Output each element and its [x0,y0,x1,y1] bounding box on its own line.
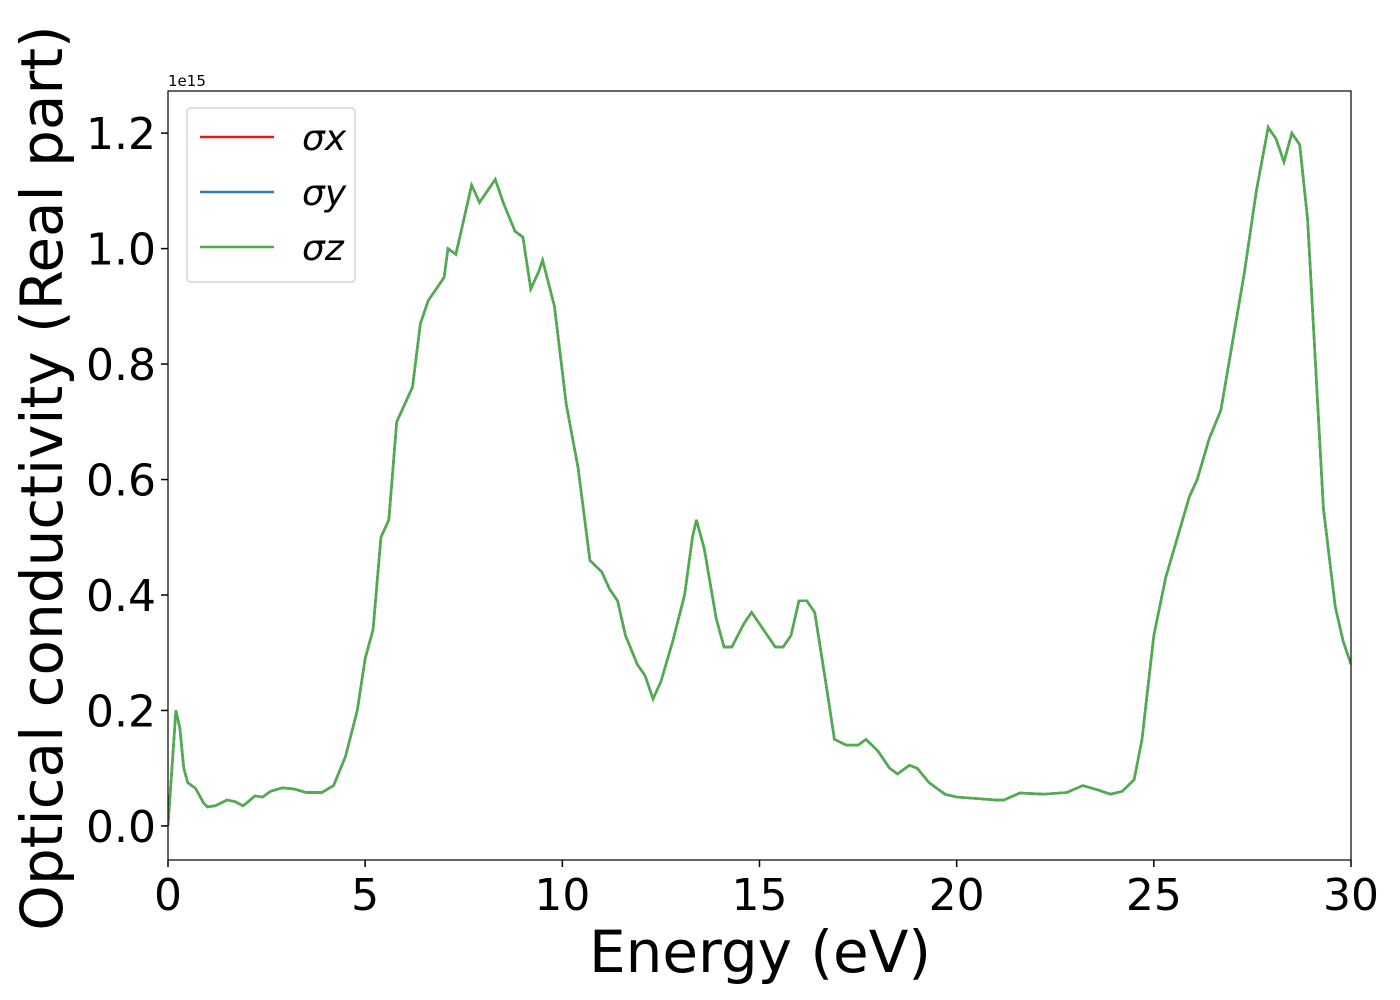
y-offset-label: 1e15 [168,72,206,90]
x-tick-label: 30 [1323,870,1379,921]
y-tick-label: 0.4 [86,571,156,622]
x-tick-label: 10 [534,870,590,921]
y-tick-label: 0.8 [86,340,156,391]
y-axis-label: Optical conductivity (Real part) [8,25,76,930]
x-tick-label: 20 [929,870,985,921]
legend-label: σx [302,118,347,159]
y-tick-label: 0.0 [86,802,156,853]
legend-box [186,107,356,283]
plot-frame [167,90,1352,861]
line-series [168,124,1351,827]
x-tick-label: 15 [732,870,788,921]
x-tick-label: 0 [154,870,182,921]
legend-label: σy [302,173,347,214]
x-tick-label: 5 [351,870,379,921]
y-tick-label: 1.2 [86,109,156,160]
x-tick-label: 25 [1126,870,1182,921]
y-tick-label: 0.6 [86,456,156,507]
y-tick-label: 1.0 [86,225,156,276]
x-axis-label: Energy (eV) [589,918,931,986]
legend-label: σz [302,228,345,269]
y-tick-label: 0.2 [86,686,156,737]
